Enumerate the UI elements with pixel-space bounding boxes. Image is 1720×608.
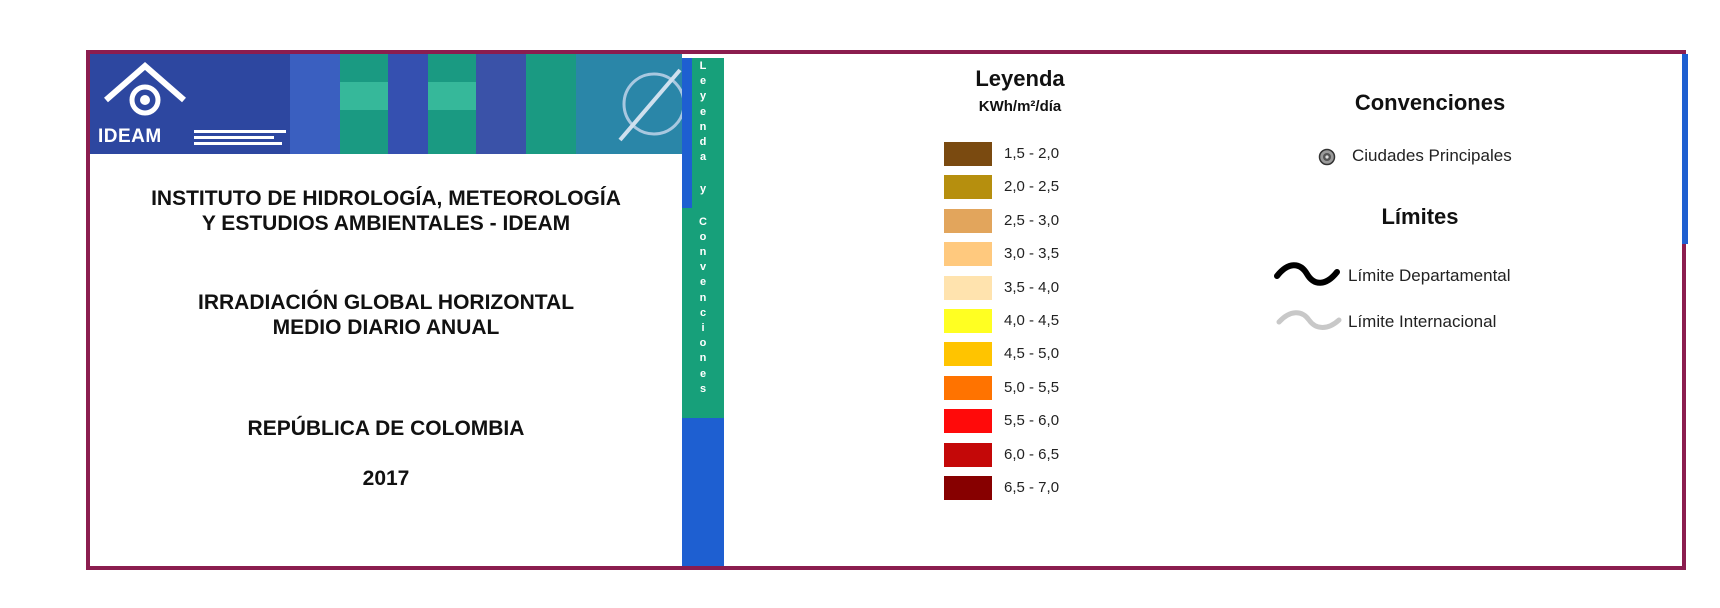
legend-range-label: 2,0 - 2,5 — [1004, 178, 1060, 196]
legend-range-label: 3,5 - 4,0 — [1004, 278, 1060, 296]
globe-decoration-icon — [618, 68, 682, 142]
ideam-banner: IDEAM — [90, 54, 682, 154]
legend-swatch — [944, 375, 992, 400]
legend-range-label: 6,5 - 7,0 — [1004, 479, 1060, 496]
legend-swatch — [944, 309, 992, 333]
map-legend-panel: IDEAM INSTITUTO DE HIDROLOGÍA, METEOROLO… — [86, 50, 1688, 570]
right-edge-bar — [1682, 54, 1688, 244]
institute-name-line1: INSTITUTO DE HIDROLOGÍA, METEOROLOGÍA — [151, 187, 621, 210]
legend-unit: KWh/m²/día — [978, 98, 1062, 115]
limits-title: Límites — [1381, 204, 1459, 229]
ideam-subtitle-mark — [194, 130, 286, 145]
city-label: Ciudades Principales — [1352, 146, 1512, 165]
legend-swatch — [944, 409, 992, 434]
legend-range-label: 2,5 - 3,0 — [1004, 211, 1060, 229]
legend-title: Leyenda — [975, 66, 1065, 91]
legend-swatch — [944, 242, 992, 267]
legend-range-label: 4,5 - 5,0 — [1004, 345, 1060, 363]
map-title-line2: MEDIO DIARIO ANUAL — [272, 316, 500, 339]
city-marker-icon — [1318, 148, 1336, 166]
legend-swatch — [944, 208, 992, 233]
legend-range-label: 5,5 - 6,0 — [1004, 412, 1060, 430]
international-limit-label: Límite Internacional — [1348, 312, 1497, 331]
legend-swatch — [944, 476, 992, 500]
map-title-line1: IRRADIACIÓN GLOBAL HORIZONTAL — [197, 291, 575, 314]
map-year: 2017 — [362, 467, 410, 490]
institute-name-line2: Y ESTUDIOS AMBIENTALES - IDEAM — [201, 212, 571, 235]
departmental-limit-label: Límite Departamental — [1348, 266, 1511, 285]
ideam-brand: IDEAM — [98, 126, 162, 147]
international-limit-icon — [1276, 310, 1342, 330]
legend-swatch — [944, 275, 992, 300]
country-name: REPÚBLICA DE COLOMBIA — [247, 417, 525, 440]
legend-range-label: 1,5 - 2,0 — [1004, 145, 1060, 162]
legend-swatch — [944, 342, 992, 367]
legend-swatch — [944, 442, 992, 467]
legend-range-label: 4,0 - 4,5 — [1004, 312, 1060, 329]
legend-range-label: 5,0 - 5,5 — [1004, 378, 1060, 396]
ideam-logo-icon — [104, 62, 186, 116]
legend-range-label: 6,0 - 6,5 — [1004, 445, 1060, 463]
title-block: IDEAM INSTITUTO DE HIDROLOGÍA, METEOROLO… — [90, 54, 682, 566]
conventions-title: Convenciones — [1354, 90, 1506, 115]
legend-swatch — [944, 175, 992, 200]
legend-swatch — [944, 142, 992, 166]
legend-range-label: 3,0 - 3,5 — [1004, 245, 1060, 263]
departmental-limit-icon — [1274, 262, 1340, 286]
